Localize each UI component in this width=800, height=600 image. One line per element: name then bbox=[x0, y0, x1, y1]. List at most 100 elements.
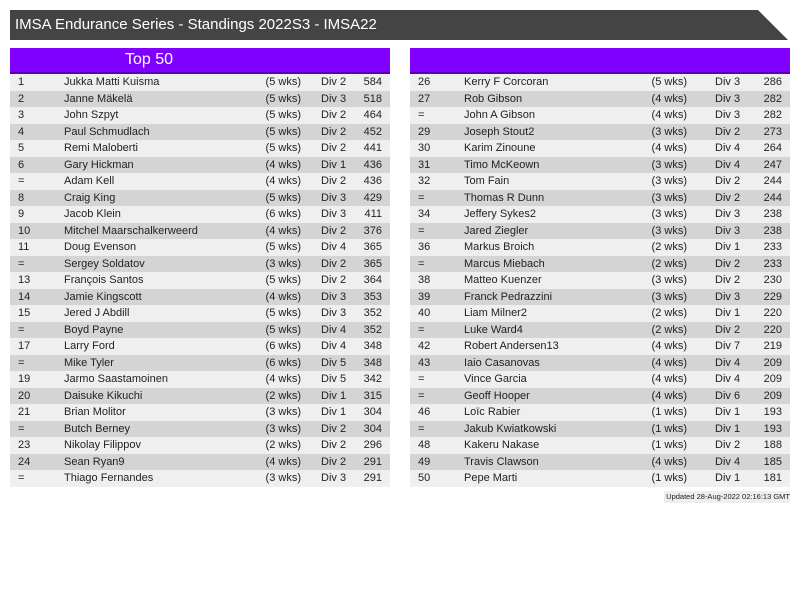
cell-div: Div 2 bbox=[321, 175, 347, 187]
table-header bbox=[410, 48, 790, 74]
cell-pos: = bbox=[18, 356, 25, 369]
cell-pos: 9 bbox=[18, 208, 25, 220]
cell-pts: 376 bbox=[363, 224, 382, 237]
table-row: 5 Remi Maloberti (5 wks) Div 2 441 bbox=[10, 140, 390, 157]
cell-pts: 193 bbox=[763, 406, 782, 418]
cell-name: Kakeru Nakase bbox=[464, 439, 540, 451]
cell-pos: 29 bbox=[418, 125, 431, 138]
cell-wks: (5 wks) bbox=[265, 76, 301, 88]
cell-name: Kerry F Corcoran bbox=[464, 76, 549, 88]
table-row: = Butch Berney (3 wks) Div 2 304 bbox=[10, 420, 390, 437]
cell-wks: (4 wks) bbox=[651, 92, 687, 105]
cell-wks: (3 wks) bbox=[651, 191, 687, 204]
cell-div: Div 2 bbox=[321, 224, 347, 237]
cell-wks: (1 wks) bbox=[651, 439, 687, 451]
cell-pts: 219 bbox=[763, 340, 782, 352]
table-row: = Thomas R Dunn (3 wks) Div 2 244 bbox=[410, 189, 790, 206]
cell-div: Div 2 bbox=[321, 422, 347, 435]
cell-pos: = bbox=[418, 109, 425, 121]
cell-wks: (2 wks) bbox=[651, 257, 687, 270]
cell-div: Div 4 bbox=[715, 455, 741, 468]
table-row: 17 Larry Ford (6 wks) Div 4 348 bbox=[10, 338, 390, 355]
cell-pts: 220 bbox=[763, 323, 782, 336]
cell-pts: 209 bbox=[763, 356, 782, 369]
table-row: 8 Craig King (5 wks) Div 3 429 bbox=[10, 189, 390, 206]
cell-pts: 365 bbox=[363, 257, 382, 270]
cell-pos: = bbox=[418, 323, 425, 336]
cell-pts: 282 bbox=[763, 109, 782, 121]
cell-pos: 23 bbox=[18, 439, 31, 451]
cell-pts: 209 bbox=[763, 389, 782, 402]
cell-name: Timo McKeown bbox=[464, 158, 540, 171]
cell-pos: 13 bbox=[18, 274, 31, 286]
standings-table-right: 26 Kerry F Corcoran (5 wks) Div 3 286 27 Rob G… bbox=[410, 48, 790, 487]
cell-div: Div 1 bbox=[715, 241, 741, 253]
table-row: = Luke Ward4 (2 wks) Div 2 220 bbox=[410, 321, 790, 338]
cell-pts: 352 bbox=[363, 307, 382, 319]
cell-wks: (4 wks) bbox=[651, 340, 687, 352]
cell-wks: (2 wks) bbox=[651, 323, 687, 336]
cell-pts: 244 bbox=[763, 175, 782, 187]
cell-wks: (4 wks) bbox=[651, 373, 687, 385]
cell-name: Thomas R Dunn bbox=[464, 191, 545, 204]
cell-pts: 342 bbox=[363, 373, 382, 385]
cell-pts: 304 bbox=[363, 422, 382, 435]
cell-wks: (4 wks) bbox=[265, 455, 301, 468]
cell-div: Div 3 bbox=[715, 290, 741, 303]
table-row: 29 Joseph Stout2 (3 wks) Div 2 273 bbox=[410, 123, 790, 140]
table-row: 26 Kerry F Corcoran (5 wks) Div 3 286 bbox=[410, 74, 790, 91]
cell-wks: (1 wks) bbox=[651, 406, 687, 418]
table-row: 2 Janne Mäkelä (5 wks) Div 3 518 bbox=[10, 90, 390, 107]
cell-div: Div 5 bbox=[321, 356, 347, 369]
cell-name: Jamie Kingscott bbox=[64, 290, 142, 303]
table-row: 6 Gary Hickman (4 wks) Div 1 436 bbox=[10, 156, 390, 173]
cell-div: Div 3 bbox=[321, 208, 347, 220]
cell-name: Joseph Stout2 bbox=[464, 125, 535, 138]
cell-pts: 441 bbox=[363, 142, 382, 154]
cell-pts: 464 bbox=[363, 109, 382, 121]
cell-name: Janne Mäkelä bbox=[64, 92, 133, 105]
cell-div: Div 2 bbox=[715, 439, 741, 451]
cell-name: John A Gibson bbox=[464, 109, 535, 121]
cell-div: Div 3 bbox=[321, 92, 347, 105]
cell-pos: 26 bbox=[418, 76, 431, 88]
cell-div: Div 3 bbox=[321, 472, 347, 484]
cell-div: Div 2 bbox=[321, 76, 347, 88]
table-row: 1 Jukka Matti Kuisma (5 wks) Div 2 584 bbox=[10, 74, 390, 91]
cell-wks: (4 wks) bbox=[265, 224, 301, 237]
cell-pts: 282 bbox=[763, 92, 782, 105]
cell-div: Div 3 bbox=[715, 109, 741, 121]
cell-div: Div 3 bbox=[715, 92, 741, 105]
cell-pts: 291 bbox=[363, 472, 382, 484]
table-row: = Mike Tyler (6 wks) Div 5 348 bbox=[10, 354, 390, 371]
table-row: 13 François Santos (5 wks) Div 2 364 bbox=[10, 272, 390, 289]
cell-pos: 34 bbox=[418, 208, 431, 220]
cell-name: Jacob Klein bbox=[64, 208, 121, 220]
cell-pos: = bbox=[418, 422, 425, 435]
cell-wks: (3 wks) bbox=[651, 175, 687, 187]
cell-name: Geoff Hooper bbox=[464, 389, 530, 402]
cell-pts: 411 bbox=[364, 208, 382, 220]
table-row: = Geoff Hooper (4 wks) Div 6 209 bbox=[410, 387, 790, 404]
cell-pts: 229 bbox=[763, 290, 782, 303]
table-row: = Thiago Fernandes (3 wks) Div 3 291 bbox=[10, 470, 390, 487]
cell-wks: (4 wks) bbox=[265, 175, 301, 187]
cell-pos: = bbox=[418, 373, 425, 385]
cell-pos: 36 bbox=[418, 241, 431, 253]
cell-pts: 296 bbox=[363, 439, 382, 451]
table-row: = Vince Garcia (4 wks) Div 4 209 bbox=[410, 371, 790, 388]
table-row: = John A Gibson (4 wks) Div 3 282 bbox=[410, 107, 790, 124]
cell-wks: (3 wks) bbox=[651, 158, 687, 171]
cell-div: Div 2 bbox=[321, 142, 347, 154]
cell-name: Brian Molitor bbox=[64, 406, 126, 418]
cell-pts: 247 bbox=[763, 158, 782, 171]
table-row: 32 Tom Fain (3 wks) Div 2 244 bbox=[410, 173, 790, 190]
table-row: 11 Doug Evenson (5 wks) Div 4 365 bbox=[10, 239, 390, 256]
cell-pos: 17 bbox=[18, 340, 31, 352]
cell-pos: 3 bbox=[18, 109, 25, 121]
cell-pos: 27 bbox=[418, 92, 431, 105]
cell-div: Div 4 bbox=[715, 158, 741, 171]
cell-wks: (3 wks) bbox=[651, 290, 687, 303]
cell-name: Larry Ford bbox=[64, 340, 115, 352]
table-row: 27 Rob Gibson (4 wks) Div 3 282 bbox=[410, 90, 790, 107]
